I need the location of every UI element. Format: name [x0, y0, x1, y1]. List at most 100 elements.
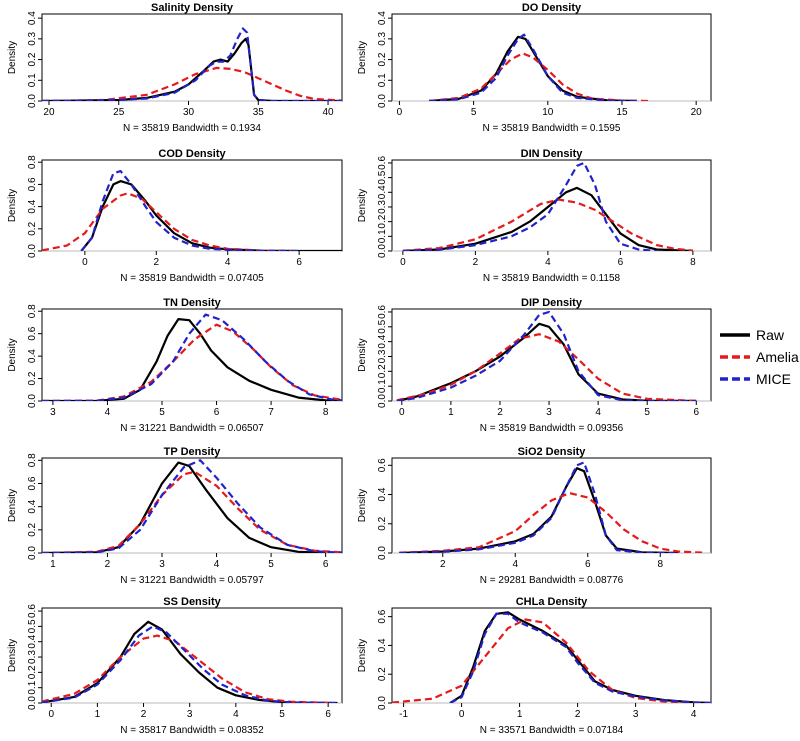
plot-frame: [391, 607, 712, 704]
x-tick-label: 4: [512, 559, 518, 570]
series-line-raw: [402, 186, 693, 251]
plot-frame: [41, 13, 343, 102]
series-line-mice: [42, 625, 338, 703]
series-line-amelia: [396, 333, 697, 401]
x-tick-label: 35: [253, 107, 265, 118]
panel-4: DIN Density 0 2 4 6 8 0.00.10.20.30.40.50.6 Den…: [357, 148, 712, 284]
y-tick-label: 0.4: [377, 487, 388, 501]
y-tick-label: 0.6: [27, 604, 38, 618]
y-tick-label: 0.1: [27, 73, 38, 87]
y-tick-label: 0.5: [377, 319, 388, 333]
y-tick-label: 0.2: [27, 665, 38, 679]
series-line-amelia: [392, 618, 694, 703]
legend-item-amelia: Amelia: [720, 349, 799, 365]
panel-subtitle: N = 35817 Bandwidth = 0.08352: [120, 725, 264, 736]
panel-10: CHLa Density -1 0 1 2 3 4 0.0 0.2 0.4 0.6 Density N …: [357, 596, 712, 736]
y-tick-label: 0.2: [377, 214, 388, 228]
series-line-mice: [80, 170, 300, 251]
y-tick-label: 0.4: [377, 185, 388, 199]
series-line-mice: [396, 310, 697, 401]
x-tick-label: 6: [585, 559, 591, 570]
series-line-amelia: [42, 470, 342, 553]
y-tick-label: 0.6: [27, 177, 38, 191]
y-tick-label: 0.2: [377, 52, 388, 66]
x-tick-label: 4: [545, 257, 551, 268]
panel-title: Salinity Density: [151, 2, 234, 14]
x-tick-label: 5: [471, 107, 477, 118]
y-tick-label: 0.4: [377, 638, 388, 652]
x-tick-label: 8: [657, 559, 663, 570]
panel-title: SS Density: [163, 596, 221, 608]
x-tick-label: 6: [214, 407, 220, 418]
x-tick-label: 6: [693, 407, 699, 418]
series-line-mice: [42, 459, 342, 553]
x-tick-label: 0: [82, 257, 88, 268]
series-line-amelia: [402, 198, 694, 251]
panel-title: DIP Density: [521, 297, 583, 309]
x-tick-label: 15: [616, 107, 628, 118]
x-tick-label: 20: [43, 107, 55, 118]
panel-1: Salinity Density 20 25 30 35 40 0.0 0.1 0.2 0.3 0.…: [7, 2, 343, 134]
panel-subtitle: N = 35819 Bandwidth = 0.1595: [483, 123, 621, 134]
y-tick-label: 0.0: [377, 696, 388, 710]
legend-item-raw: Raw: [720, 327, 785, 343]
series-line-mice: [42, 27, 342, 101]
x-tick-label: 2: [473, 257, 479, 268]
series-line-mice: [429, 33, 637, 101]
y-axis-label: Density: [357, 639, 368, 672]
y-axis-label: Density: [357, 41, 368, 74]
legend: Raw Amelia MICE: [720, 327, 799, 387]
y-tick-label: 0.4: [27, 349, 38, 363]
series-line-mice: [402, 161, 657, 251]
x-tick-label: 5: [644, 407, 650, 418]
y-axis-label: Density: [357, 338, 368, 371]
panel-title: TN Density: [163, 297, 221, 309]
y-tick-label: 0.0: [377, 546, 388, 560]
x-tick-label: 3: [633, 709, 639, 720]
x-tick-label: 3: [50, 407, 56, 418]
series-line-raw: [42, 461, 326, 553]
panel-title: CHLa Density: [516, 596, 588, 608]
y-tick-label: 0.5: [377, 170, 388, 184]
x-tick-label: 5: [268, 559, 274, 570]
x-tick-label: 2: [575, 709, 581, 720]
plot-frame: [391, 457, 712, 554]
plot-frame: [41, 159, 343, 252]
panel-title: TP Density: [164, 446, 222, 458]
x-tick-label: 3: [159, 559, 165, 570]
legend-item-mice: MICE: [720, 371, 791, 387]
y-tick-label: 0.4: [27, 634, 38, 648]
y-tick-label: 0.2: [27, 52, 38, 66]
x-tick-label: 0: [399, 407, 405, 418]
y-axis-label: Density: [357, 189, 368, 222]
y-tick-label: 0.4: [27, 499, 38, 513]
y-tick-label: 0.1: [377, 229, 388, 243]
panel-6: DIP Density 0 1 2 3 4 5 6 0.00.10.20.30.40.50.6 D…: [357, 297, 712, 434]
x-tick-label: 0: [48, 709, 54, 720]
series-line-amelia: [399, 492, 704, 553]
panel-3: COD Density 0 2 4 6 0.0 0.2 0.4 0.6 0.8 Density N =…: [7, 148, 343, 284]
y-tick-label: 0.6: [377, 609, 388, 623]
x-tick-label: 3: [546, 407, 552, 418]
x-tick-label: 20: [691, 107, 703, 118]
series-line-raw: [80, 180, 342, 251]
y-tick-label: 0.8: [27, 453, 38, 467]
y-tick-label: 0.0: [377, 394, 388, 408]
series-line-mice: [42, 313, 342, 401]
y-axis-label: Density: [7, 489, 18, 522]
panel-title: SiO2 Density: [518, 446, 587, 458]
x-tick-label: 8: [323, 407, 329, 418]
y-tick-label: 0.1: [377, 73, 388, 87]
x-tick-label: 10: [542, 107, 554, 118]
y-tick-label: 0.2: [377, 364, 388, 378]
x-tick-label: 1: [50, 559, 56, 570]
y-axis-label: Density: [7, 338, 18, 371]
x-tick-label: 7: [268, 407, 274, 418]
x-tick-label: 1: [95, 709, 101, 720]
panel-subtitle: N = 35819 Bandwidth = 0.1158: [483, 273, 621, 284]
y-tick-label: 0.8: [27, 304, 38, 318]
x-tick-label: 2: [105, 559, 111, 570]
series-line-amelia: [42, 192, 300, 251]
x-tick-label: 5: [159, 407, 165, 418]
x-tick-label: 2: [440, 559, 446, 570]
